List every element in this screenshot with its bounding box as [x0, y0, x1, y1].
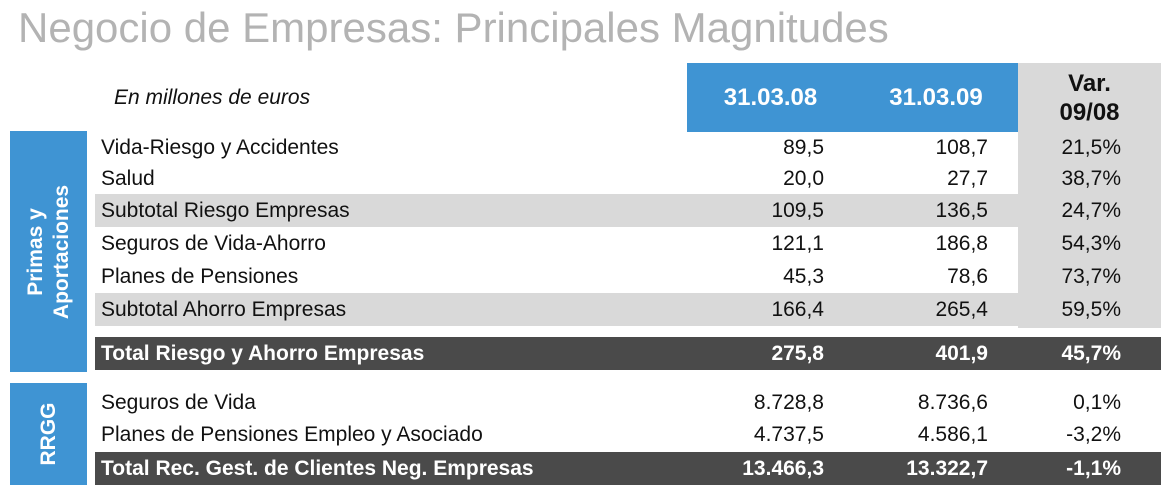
row-label: Subtotal Riesgo Empresas	[101, 198, 350, 222]
value-2008: 275,8	[771, 341, 824, 365]
section-label-primas-line2: Aportaciones	[49, 184, 73, 319]
column-header-2009: 31.03.09	[854, 63, 1018, 132]
section-label-rrgg: RRGG	[10, 383, 87, 485]
value-2008: 166,4	[771, 297, 824, 321]
value-2009: 4.586,1	[917, 422, 988, 446]
value-variation: 59,5%	[1061, 297, 1121, 321]
table-row: Planes de Pensiones 45,3 78,6 73,7%	[95, 260, 1161, 293]
row-label: Seguros de Vida-Ahorro	[101, 231, 326, 255]
value-2009: 186,8	[935, 231, 988, 255]
value-2008: 109,5	[771, 198, 824, 222]
row-label: Vida-Riesgo y Accidentes	[101, 135, 339, 159]
total-row: Total Rec. Gest. de Clientes Neg. Empres…	[95, 452, 1161, 485]
page-title: Negocio de Empresas: Principales Magnitu…	[18, 4, 889, 51]
section-label-primas: Primas y Aportaciones	[10, 131, 87, 372]
column-header-2009-label: 31.03.09	[889, 83, 983, 111]
row-label: Total Rec. Gest. de Clientes Neg. Empres…	[101, 456, 534, 480]
value-2008: 121,1	[771, 231, 824, 255]
value-variation: 0,1%	[1073, 390, 1121, 414]
value-variation: 45,7%	[1061, 341, 1121, 365]
value-variation: 73,7%	[1061, 264, 1121, 288]
value-2008: 45,3	[783, 264, 824, 288]
section-label-rrgg-text: RRGG	[36, 402, 60, 466]
value-variation: 21,5%	[1061, 135, 1121, 159]
value-2009: 108,7	[935, 135, 988, 159]
value-variation: 54,3%	[1061, 231, 1121, 255]
units-note: En millones de euros	[114, 86, 311, 109]
row-label: Subtotal Ahorro Empresas	[101, 297, 347, 321]
subtotal-row: Subtotal Ahorro Empresas 166,4 265,4 59,…	[95, 293, 1161, 326]
total-row: Total Riesgo y Ahorro Empresas 275,8 401…	[95, 337, 1161, 370]
value-2009: 136,5	[935, 198, 988, 222]
value-2008: 8.728,8	[753, 390, 824, 414]
column-header-2008: 31.03.08	[687, 63, 854, 132]
table-row: Planes de Pensiones Empleo y Asociado 4.…	[95, 418, 1161, 451]
value-2009: 78,6	[947, 264, 988, 288]
value-variation: -3,2%	[1066, 422, 1121, 446]
row-label: Seguros de Vida	[101, 390, 256, 414]
column-header-2008-label: 31.03.08	[723, 83, 818, 111]
variation-header-line1: Var.	[1068, 69, 1111, 97]
value-2009: 265,4	[935, 297, 988, 321]
table-row: Vida-Riesgo y Accidentes 89,5 108,7 21,5…	[95, 131, 1161, 164]
subtotal-row: Subtotal Riesgo Empresas 109,5 136,5 24,…	[95, 194, 1161, 227]
value-2009: 13.322,7	[906, 456, 988, 480]
value-2009: 401,9	[935, 341, 988, 365]
value-variation: 24,7%	[1061, 198, 1121, 222]
value-2009: 27,7	[947, 166, 988, 190]
row-label: Planes de Pensiones Empleo y Asociado	[101, 422, 483, 446]
table-row: Seguros de Vida 8.728,8 8.736,6 0,1%	[95, 386, 1161, 419]
value-variation: 38,7%	[1061, 166, 1121, 190]
value-2008: 4.737,5	[753, 422, 824, 446]
value-2008: 20,0	[783, 166, 824, 190]
value-variation: -1,1%	[1066, 456, 1121, 480]
column-header-variation: Var. 09/08	[1018, 63, 1161, 132]
value-2008: 13.466,3	[742, 456, 824, 480]
table-row: Salud 20,0 27,7 38,7%	[95, 162, 1161, 195]
row-label: Salud	[101, 166, 155, 190]
row-label: Total Riesgo y Ahorro Empresas	[101, 341, 425, 365]
table-row: Seguros de Vida-Ahorro 121,1 186,8 54,3%	[95, 227, 1161, 260]
variation-header-line2: 09/08	[1059, 98, 1120, 126]
section-label-primas-line1: Primas y	[23, 207, 47, 296]
value-2008: 89,5	[783, 135, 824, 159]
row-label: Planes de Pensiones	[101, 264, 299, 288]
value-2009: 8.736,6	[917, 390, 988, 414]
